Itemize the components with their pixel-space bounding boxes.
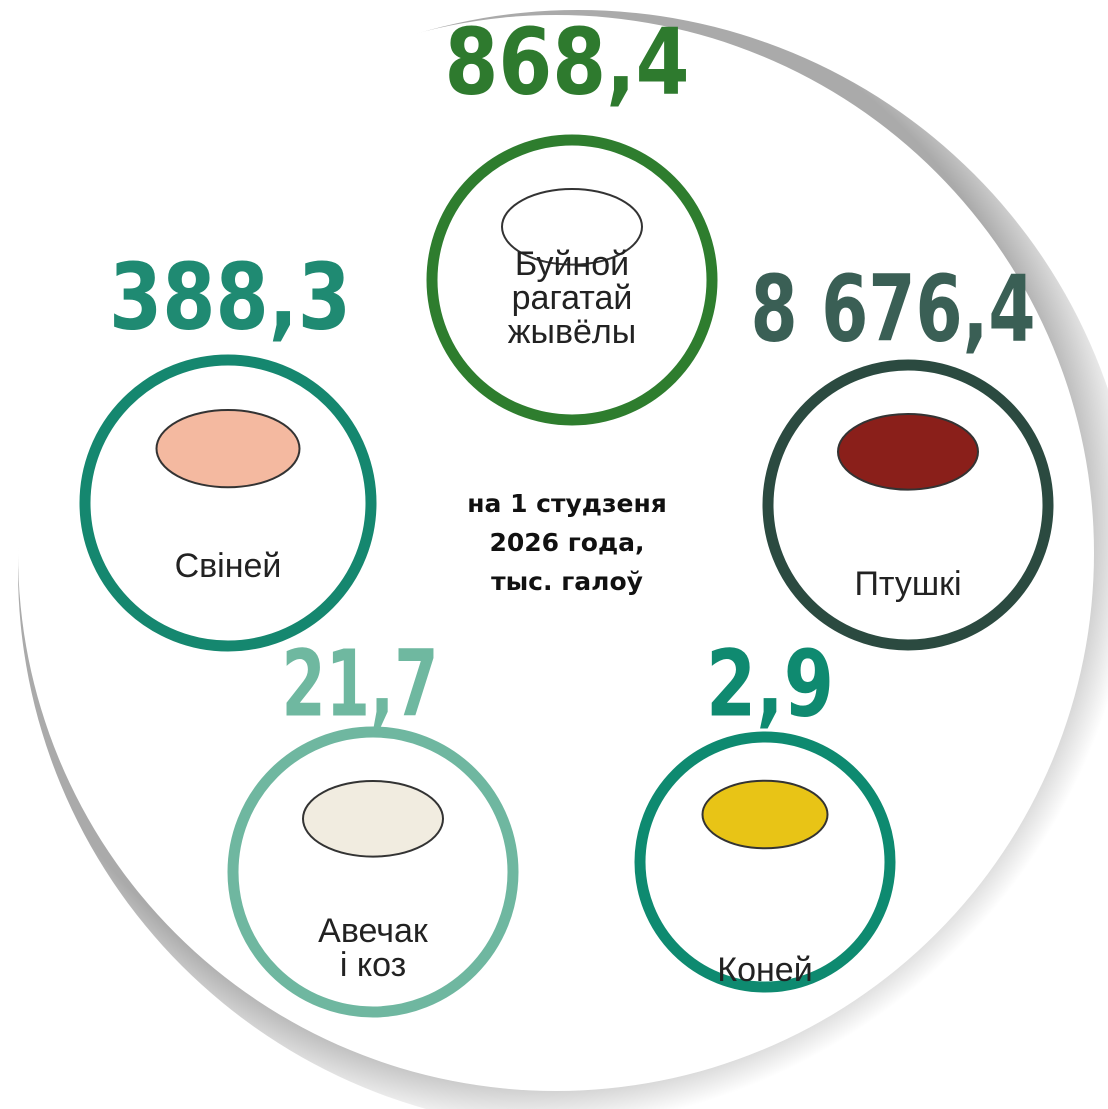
value-number: 2,9 xyxy=(706,630,834,737)
infographic: на 1 студзеня 2026 года, тыс. галоў 868,… xyxy=(0,0,1108,1109)
animal-label: Авечак xyxy=(318,912,429,950)
animal-label: рагатай xyxy=(512,279,633,317)
note-line: тыс. галоў xyxy=(491,567,643,596)
animal-icon xyxy=(703,781,828,849)
animal-label: жывёлы xyxy=(508,313,636,351)
value-number: 388,3 xyxy=(109,243,351,350)
note-line: 2026 года, xyxy=(489,528,644,557)
animal-icon xyxy=(157,410,300,487)
animal-icon xyxy=(303,781,443,857)
animal-label: Коней xyxy=(717,951,812,989)
animal-label: Птушкі xyxy=(854,565,961,603)
animal-item: 388,3 Свіней xyxy=(85,243,371,646)
animal-label: Буйной xyxy=(515,245,629,283)
note-line: на 1 студзеня xyxy=(467,489,667,518)
ring xyxy=(85,360,371,646)
ring xyxy=(640,737,890,987)
ring xyxy=(768,365,1048,645)
value-number: 8 676,4 xyxy=(751,255,1036,362)
animal-icon xyxy=(838,414,978,490)
animal-item: 8 676,4 Птушкі xyxy=(751,255,1049,645)
animal-label: і коз xyxy=(340,946,406,984)
value-number: 21,7 xyxy=(282,630,439,737)
value-number: 868,4 xyxy=(445,8,690,115)
animal-label: Свіней xyxy=(175,547,282,585)
